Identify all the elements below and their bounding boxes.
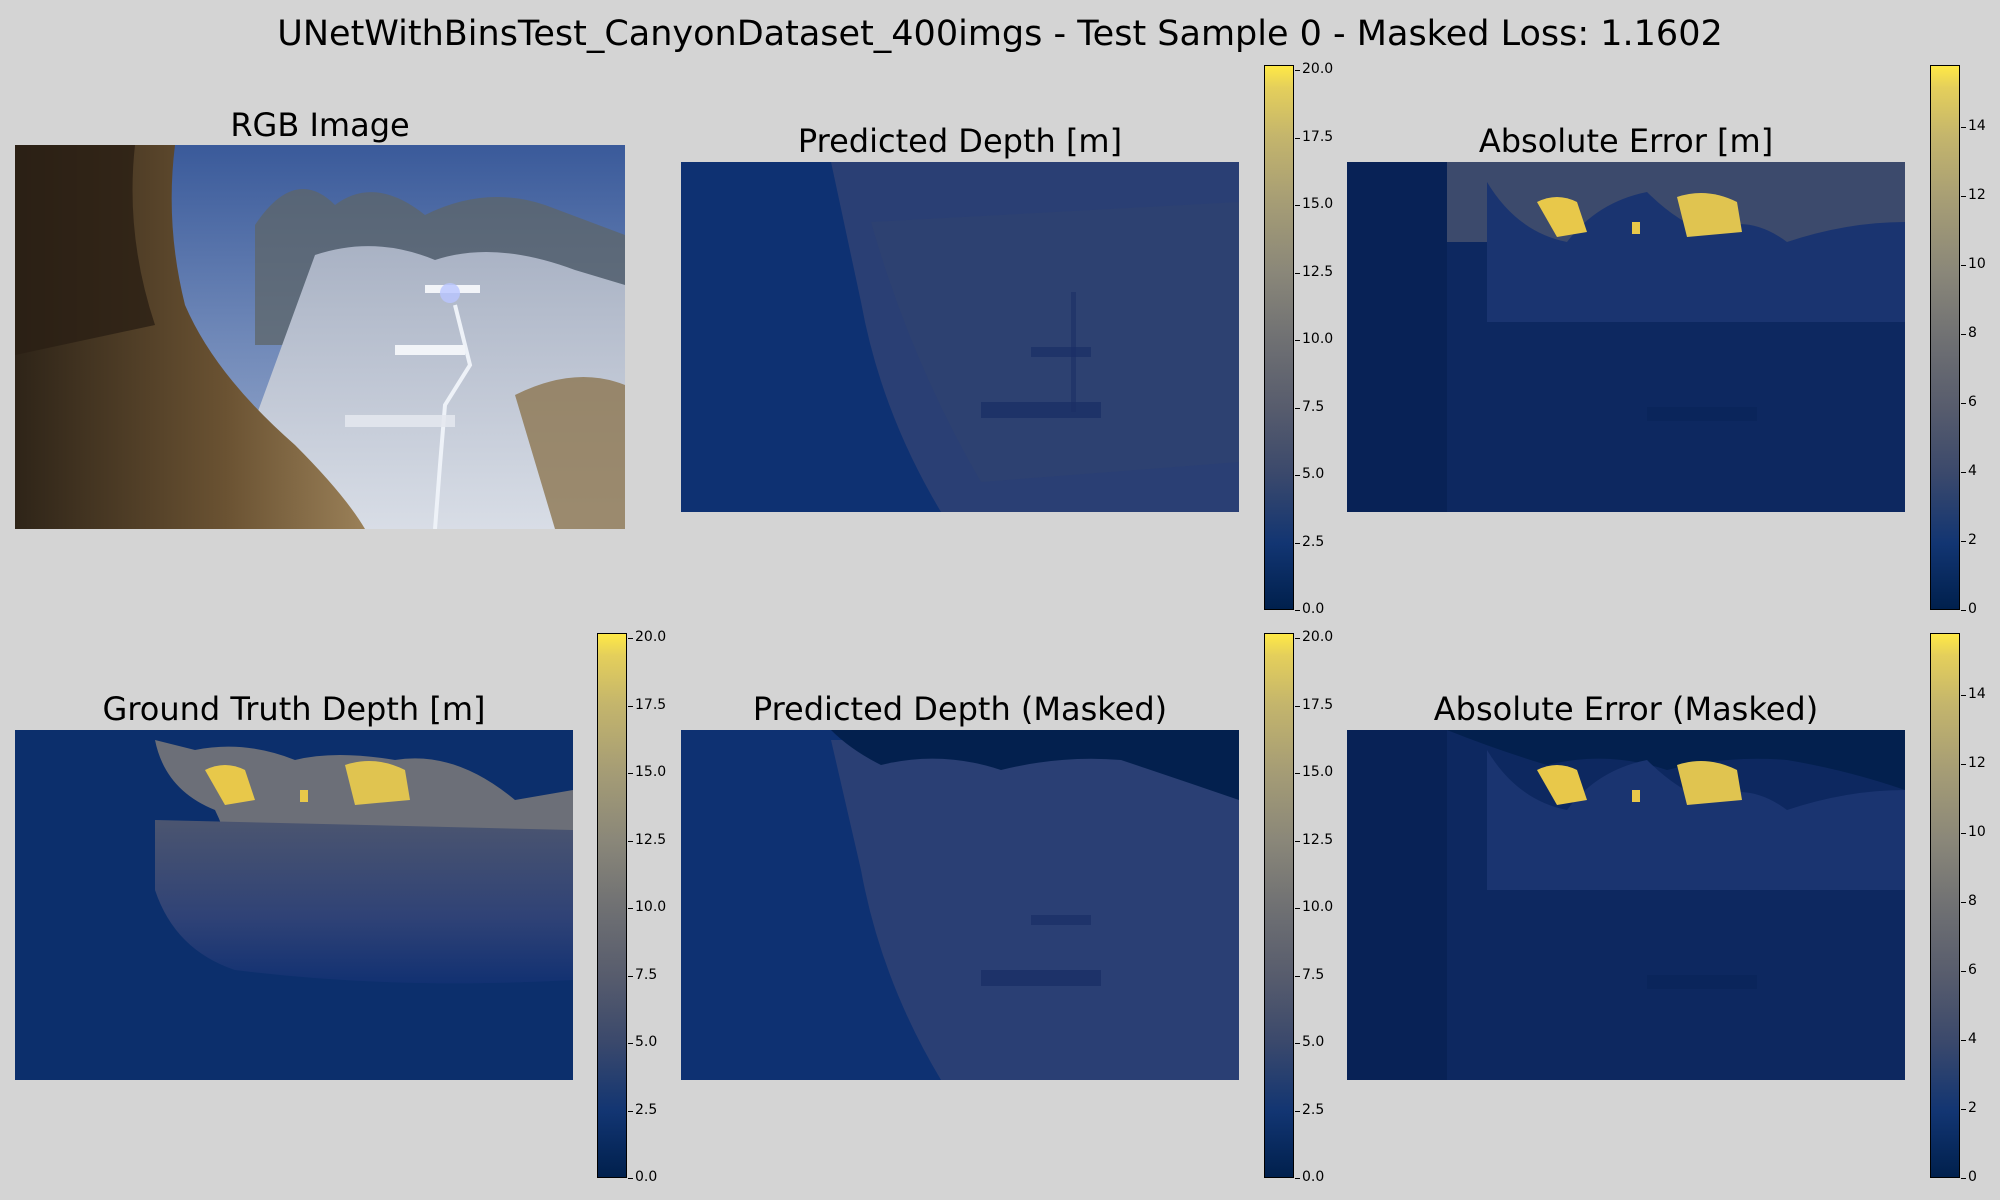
colorbar-tick-label: 8: [1961, 325, 1977, 342]
figure-title: UNetWithBinsTest_CanyonDataset_400imgs -…: [277, 14, 1723, 54]
pred-title: Predicted Depth [m]: [797, 122, 1123, 160]
colorbar-tick-label: 7.5: [1294, 398, 1325, 415]
colorbar-tick-label: 7.5: [1294, 966, 1325, 983]
colorbar-tick-label: 20.0: [1294, 629, 1334, 646]
colorbar-tick-label: 15.0: [627, 764, 667, 781]
colorbar-tick-label: 12.5: [1294, 263, 1334, 280]
colorbar-tick-label: 17.5: [627, 696, 667, 713]
colorbar-tick-label: 5.0: [627, 1034, 658, 1051]
colorbar-tick-label: 20.0: [627, 629, 667, 646]
colorbar-tick-label: 12: [1961, 187, 1986, 204]
colorbar-tick-label: 2.5: [1294, 1101, 1325, 1118]
colorbar-tick-label: 2: [1961, 1100, 1977, 1116]
colorbar-tick-label: 12.5: [627, 831, 667, 848]
colorbar-tick-label: 2.5: [627, 1101, 658, 1118]
colorbar-tick-label: 12.5: [1294, 831, 1334, 848]
rgb-title: RGB Image: [230, 106, 410, 144]
colorbar-tick-label: 12: [1961, 755, 1986, 772]
colorbar-absolute-error-masked: [1930, 633, 1960, 1178]
predicted-depth-masked-map: [681, 730, 1239, 1080]
colorbar-tick-label: 5.0: [1294, 1034, 1325, 1051]
colorbar-tick-label: 4: [1961, 1031, 1977, 1048]
pred-masked-title: Predicted Depth (Masked): [752, 690, 1168, 728]
colorbar-tick-label: 10: [1961, 256, 1986, 273]
colorbar-tick-label: 0: [1961, 601, 1977, 617]
ground-truth-depth-map: [15, 730, 573, 1080]
colorbar-tick-label: 15.0: [1294, 196, 1334, 213]
colorbar-tick-label: 17.5: [1294, 128, 1334, 145]
colorbar-tick-label: 0.0: [1294, 601, 1325, 617]
colorbar-tick-label: 10.0: [627, 899, 667, 916]
colorbar-tick-label: 6: [1961, 962, 1977, 979]
colorbar-tick-label: 17.5: [1294, 696, 1334, 713]
colorbar-ground-truth: [597, 633, 627, 1178]
colorbar-tick-label: 15.0: [1294, 764, 1334, 781]
predicted-depth-map: [681, 162, 1239, 512]
colorbar-tick-label: 14: [1961, 686, 1986, 703]
colorbar-tick-label: 0.0: [627, 1169, 658, 1185]
gt-title: Ground Truth Depth [m]: [102, 690, 486, 728]
colorbar-tick-label: 14: [1961, 118, 1986, 135]
colorbar-tick-label: 10.0: [1294, 899, 1334, 916]
colorbar-predicted-depth: [1264, 65, 1294, 610]
colorbar-predicted-masked: [1264, 633, 1294, 1178]
colorbar-tick-label: 2.5: [1294, 533, 1325, 550]
colorbar-tick-label: 20.0: [1294, 61, 1334, 78]
colorbar-tick-label: 5.0: [1294, 466, 1325, 483]
rgb-image: [15, 145, 625, 529]
colorbar-tick-label: 7.5: [627, 966, 658, 983]
colorbar-absolute-error: [1930, 65, 1960, 610]
colorbar-tick-label: 10.0: [1294, 331, 1334, 348]
absolute-error-map: [1347, 162, 1905, 512]
err-title: Absolute Error [m]: [1478, 122, 1774, 160]
colorbar-tick-label: 0: [1961, 1169, 1977, 1185]
colorbar-tick-label: 4: [1961, 463, 1977, 480]
colorbar-tick-label: 10: [1961, 824, 1986, 841]
err-masked-title: Absolute Error (Masked): [1433, 690, 1819, 728]
colorbar-tick-label: 0.0: [1294, 1169, 1325, 1185]
colorbar-tick-label: 6: [1961, 394, 1977, 411]
absolute-error-masked-map: [1347, 730, 1905, 1080]
colorbar-tick-label: 8: [1961, 893, 1977, 910]
colorbar-tick-label: 2: [1961, 532, 1977, 548]
